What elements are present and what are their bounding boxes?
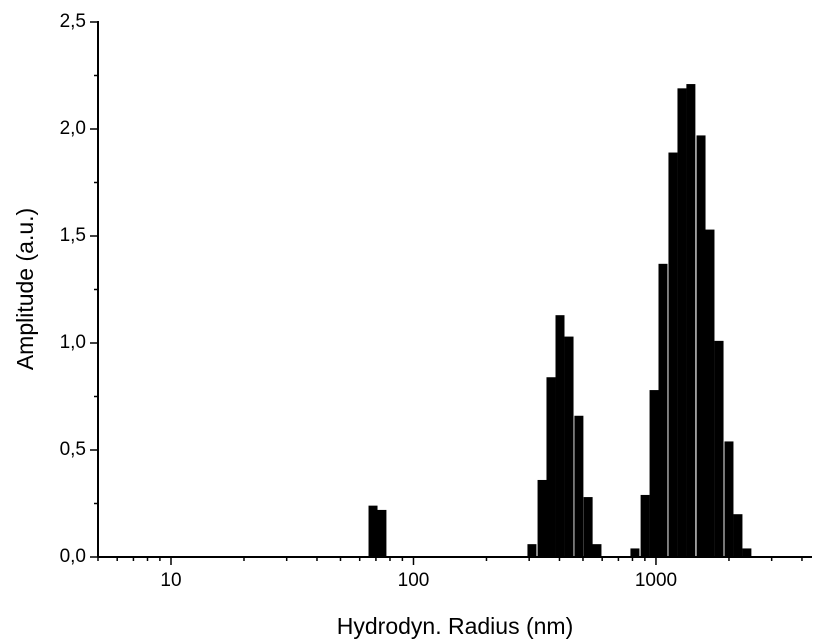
x-axis-label: Hydrodyn. Radius (nm): [337, 613, 573, 639]
y-tick-label: 2,0: [60, 118, 86, 139]
y-tick-label: 2,5: [60, 11, 86, 32]
bar: [368, 505, 378, 557]
bar: [668, 152, 678, 558]
bar: [630, 548, 640, 557]
bar: [705, 229, 715, 557]
bar: [377, 509, 387, 557]
bar: [649, 390, 659, 557]
bar: [640, 494, 650, 557]
bar: [546, 377, 556, 557]
y-tick-label: 1,0: [60, 332, 86, 353]
bar: [714, 340, 724, 557]
bar: [583, 497, 593, 557]
bar: [564, 336, 574, 557]
bar: [686, 84, 696, 557]
bar: [527, 544, 537, 557]
bar: [742, 548, 752, 557]
bar: [592, 544, 602, 557]
x-tick-label: 100: [398, 570, 430, 591]
x-tick-label: 10: [160, 570, 181, 591]
y-tick-label: 0,5: [60, 439, 86, 460]
bar: [555, 315, 565, 557]
y-tick-label: 0,0: [60, 546, 86, 567]
bar: [696, 135, 706, 558]
bar: [537, 479, 547, 557]
bar: [658, 263, 668, 557]
y-axis-label: Amplitude (a.u.): [12, 208, 38, 370]
bar: [733, 514, 743, 557]
x-tick-label: 1000: [635, 570, 677, 591]
y-tick-label: 1,5: [60, 225, 86, 246]
bar: [724, 441, 734, 557]
bar: [574, 415, 584, 557]
bar: [677, 88, 687, 557]
